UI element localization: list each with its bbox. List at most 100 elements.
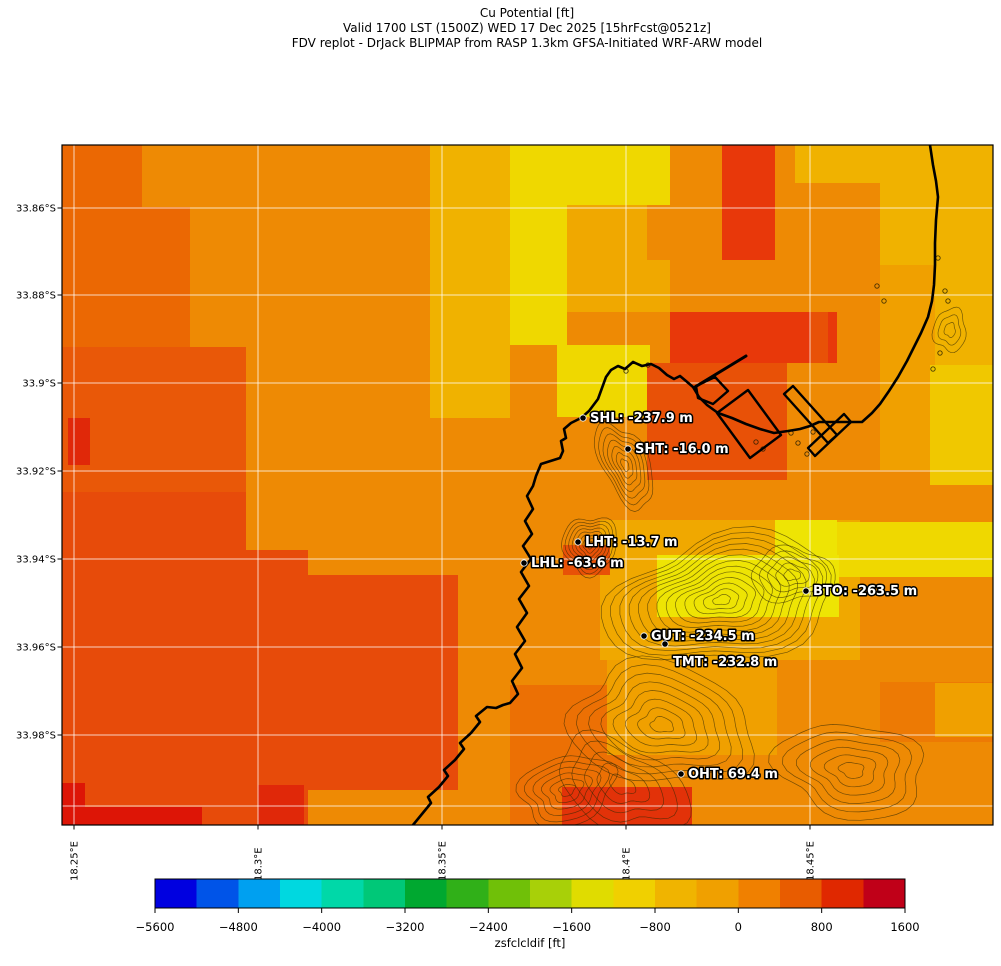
colorbar-tick-label: −4000 <box>302 920 341 934</box>
islet <box>804 451 810 457</box>
map-axes: SHL: -237.9 m SHT: -16.0 m LHT: -13.7 m LHL… <box>61 144 994 826</box>
heatmap-cell <box>68 418 90 465</box>
terrain-contour <box>541 772 593 810</box>
terrain-contour <box>584 751 664 814</box>
colorbar-frame <box>154 878 906 909</box>
terrain-contour <box>598 427 650 506</box>
colorbar-title: zsfclcldif [ft] <box>495 936 566 950</box>
terrain-contour <box>656 560 782 633</box>
terrain-contour <box>665 565 773 628</box>
x-tick-label: 18.25°E <box>70 841 81 881</box>
terrain-contour <box>575 531 604 562</box>
x-tick-label: 18.45°E <box>806 841 817 881</box>
x-tick-label: 18.4°E <box>622 847 633 881</box>
islet <box>795 440 801 446</box>
terrain-contour <box>575 664 744 775</box>
colorbar-tick-label: −5600 <box>136 920 175 934</box>
colorbar-cell <box>488 879 531 908</box>
heatmap-cell <box>607 660 777 755</box>
colorbar-cell <box>321 879 364 908</box>
station-dot <box>574 538 582 546</box>
terrain-contour <box>563 655 755 782</box>
heatmap-cell <box>258 785 304 825</box>
islet <box>753 439 759 445</box>
terrain-contour <box>684 577 756 619</box>
station-label: SHT: -16.0 m <box>635 442 729 457</box>
station-label: OHT: 69.4 m <box>688 767 778 782</box>
heatmap-cell <box>62 347 246 492</box>
colorbar-cell <box>821 879 864 908</box>
heatmap-cell <box>405 198 430 288</box>
station-marker-OHT: OHT: 69.4 m <box>677 766 779 784</box>
terrain-contour <box>783 568 801 581</box>
y-tick-label: 33.9°S <box>22 379 56 390</box>
y-tick-label: 33.96°S <box>16 643 56 654</box>
terrain-contour <box>647 554 790 638</box>
colorbar-cell <box>530 879 573 908</box>
y-tick-label: 33.94°S <box>16 555 56 566</box>
station-dot <box>624 445 632 453</box>
terrain-contour <box>619 537 815 652</box>
terrain-contour <box>593 421 654 512</box>
station-dot <box>802 587 810 595</box>
terrain-contour <box>571 740 678 823</box>
colorbar-cell <box>405 879 448 908</box>
station-marker-SHL: SHL: -237.9 m <box>579 410 694 428</box>
heatmap-patches <box>62 145 993 825</box>
station-label: LHT: -13.7 m <box>585 535 678 550</box>
terrain-contour <box>703 588 740 610</box>
station-marker-SHT: SHT: -16.0 m <box>624 441 730 459</box>
colorbar-tick-label: −2400 <box>469 920 508 934</box>
colorbar-tick-label: 800 <box>811 920 833 934</box>
heatmap-cell <box>62 145 142 207</box>
station-dot <box>677 770 685 778</box>
plot-title: Cu Potential [ft] <box>480 6 574 20</box>
station-label: GUT: -234.5 m <box>651 629 755 644</box>
colorbar-cell <box>571 879 614 908</box>
terrain-contour <box>609 773 637 795</box>
plot-source: FDV replot - DrJack BLIPMAP from RASP 1.… <box>292 36 762 50</box>
heatmap-cell <box>567 205 647 260</box>
latlon-grid <box>62 145 993 825</box>
colorbar-cell <box>613 879 656 908</box>
terrain-contour <box>620 458 630 473</box>
heatmap-cell <box>930 365 993 485</box>
terrain-contour <box>588 672 732 768</box>
terrain-contour <box>750 544 836 604</box>
station-marker-LHL: LHL: -63.6 m <box>520 555 625 573</box>
terrain-contour <box>582 537 597 554</box>
terrain-contour <box>638 548 798 642</box>
station-marker-GUT: GUT: -234.5 m <box>640 628 756 646</box>
terrain-contour <box>675 571 765 624</box>
terrain-contour <box>612 690 709 754</box>
y-tick-label: 33.92°S <box>16 467 56 478</box>
terrain-contour <box>712 593 731 605</box>
islet <box>945 298 951 304</box>
colorbar-cell <box>238 879 281 908</box>
terrain-contour <box>823 754 877 788</box>
terrain-contour <box>767 556 819 593</box>
heatmap-cell <box>657 555 839 617</box>
heatmap-cell <box>70 807 202 825</box>
coastline <box>411 145 940 825</box>
heatmap-cell <box>935 683 993 737</box>
terrain-contour <box>586 541 594 550</box>
y-tick-label: 33.88°S <box>16 291 56 302</box>
station-label: BTO: -263.5 m <box>813 584 917 599</box>
terrain-contour <box>558 783 576 797</box>
colorbar-cell <box>446 879 489 908</box>
colorbar-cell <box>196 879 239 908</box>
terrain-contour <box>607 439 642 492</box>
heatmap-cell <box>795 145 880 183</box>
colorbar-tick-label: −3200 <box>386 920 425 934</box>
terrain-contour <box>637 707 686 740</box>
terrain-contour <box>837 762 865 779</box>
heatmap-cell <box>308 575 458 790</box>
colorbar-cell <box>780 879 823 908</box>
terrain-contour <box>624 698 697 747</box>
terrain-contour <box>532 766 602 816</box>
terrain-contour <box>549 778 585 804</box>
islet <box>930 366 936 372</box>
x-tick-label: 18.3°E <box>254 847 265 881</box>
